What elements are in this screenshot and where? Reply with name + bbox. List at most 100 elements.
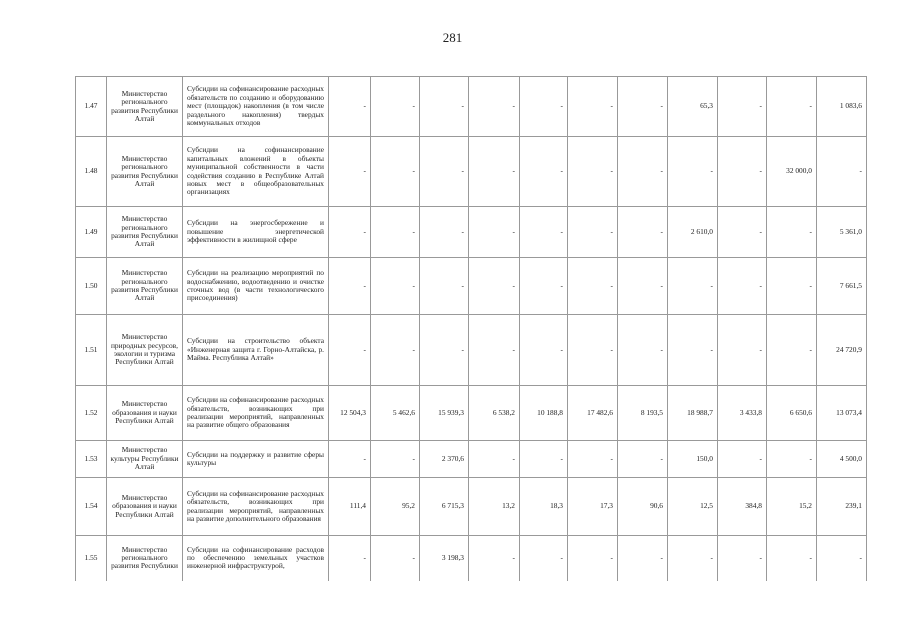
value-cell: - (519, 314, 568, 386)
row-number: 1.55 (75, 535, 107, 581)
value-cell: - (766, 535, 817, 581)
value-cell: 17 482,6 (567, 385, 618, 441)
value-cell: 12,5 (667, 477, 718, 536)
value-cell: - (717, 76, 767, 137)
row-number: 1.49 (75, 206, 107, 258)
value-cell: - (667, 314, 718, 386)
ministry-cell: Министерство регионального развития Респ… (106, 136, 183, 207)
value-cell: - (766, 440, 817, 478)
value-cell: - (419, 206, 469, 258)
value-cell: - (328, 440, 371, 478)
value-cell: - (617, 76, 668, 137)
row-number: 1.47 (75, 76, 107, 137)
value-cell: - (519, 76, 568, 137)
ministry-cell: Министерство регионального развития Респ… (106, 76, 183, 137)
value-cell: - (717, 257, 767, 315)
value-cell: - (419, 314, 469, 386)
value-cell: 5 361,0 (816, 206, 867, 258)
row-number: 1.51 (75, 314, 107, 386)
value-cell: 15,2 (766, 477, 817, 536)
value-cell: - (617, 314, 668, 386)
value-cell: - (567, 76, 618, 137)
ministry-cell: Министерство регионального развития Респ… (106, 257, 183, 315)
value-cell: 5 462,6 (370, 385, 420, 441)
ministry-cell: Министерство образования и науки Республ… (106, 385, 183, 441)
value-cell: 17,3 (567, 477, 618, 536)
value-cell: - (370, 535, 420, 581)
value-cell: - (519, 440, 568, 478)
value-cell: 111,4 (328, 477, 371, 536)
value-cell: - (468, 76, 520, 137)
value-cell: 239,1 (816, 477, 867, 536)
description-cell: Субсидии на реализацию мероприятий по во… (182, 257, 329, 315)
value-cell: - (567, 440, 618, 478)
table-row: 1.53 Министерство культуры Республики Алт… (75, 440, 867, 478)
value-cell: - (816, 136, 867, 207)
row-number: 1.48 (75, 136, 107, 207)
value-cell: - (567, 535, 618, 581)
value-cell: - (370, 314, 420, 386)
value-cell: 15 939,3 (419, 385, 469, 441)
ministry-cell: Министерство регионального развития Респ… (106, 206, 183, 258)
description-cell: Субсидии на строительство объекта «Инжен… (182, 314, 329, 386)
value-cell: - (816, 535, 867, 581)
row-number: 1.54 (75, 477, 107, 536)
value-cell: - (717, 206, 767, 258)
value-cell: - (667, 136, 718, 207)
value-cell: - (617, 206, 668, 258)
value-cell: - (370, 136, 420, 207)
value-cell: - (370, 440, 420, 478)
value-cell: 2 370,6 (419, 440, 469, 478)
row-number: 1.53 (75, 440, 107, 478)
value-cell: 13,2 (468, 477, 520, 536)
value-cell: - (766, 206, 817, 258)
value-cell: - (717, 440, 767, 478)
value-cell: 10 188,8 (519, 385, 568, 441)
value-cell: 7 661,5 (816, 257, 867, 315)
description-cell: Субсидии на энергосбережение и повышение… (182, 206, 329, 258)
value-cell: - (617, 257, 668, 315)
value-cell: - (766, 76, 817, 137)
value-cell: - (328, 136, 371, 207)
description-cell: Субсидии на софинансирование расходных о… (182, 385, 329, 441)
table-row: 1.51 Министерство природных ресурсов, эко… (75, 314, 867, 386)
value-cell: 90,6 (617, 477, 668, 536)
description-cell: Субсидии на софинансирование расходов по… (182, 535, 329, 581)
value-cell: - (370, 257, 420, 315)
value-cell: 18 988,7 (667, 385, 718, 441)
value-cell: - (766, 257, 817, 315)
table-row: 1.49 Министерство регионального развития … (75, 206, 867, 258)
value-cell: - (419, 136, 469, 207)
value-cell: - (468, 206, 520, 258)
table-row: 1.48 Министерство регионального развития … (75, 136, 867, 207)
value-cell: - (419, 257, 469, 315)
value-cell: 2 610,0 (667, 206, 718, 258)
table-row: 1.55 Министерство регионального развития … (75, 535, 867, 581)
value-cell: - (617, 136, 668, 207)
table-row: 1.52 Министерство образования и науки Рес… (75, 385, 867, 441)
value-cell: 6 538,2 (468, 385, 520, 441)
value-cell: - (766, 314, 817, 386)
value-cell: 150,0 (667, 440, 718, 478)
value-cell: - (717, 535, 767, 581)
value-cell: 13 073,4 (816, 385, 867, 441)
value-cell: - (370, 76, 420, 137)
value-cell: - (468, 314, 520, 386)
value-cell: - (328, 206, 371, 258)
value-cell: 6 650,6 (766, 385, 817, 441)
ministry-cell: Министерство культуры Республики Алтай (106, 440, 183, 478)
row-number: 1.52 (75, 385, 107, 441)
ministry-cell: Министерство образования и науки Республ… (106, 477, 183, 536)
value-cell: - (468, 257, 520, 315)
budget-table: 1.47 Министерство регионального развития … (75, 76, 867, 581)
value-cell: - (617, 440, 668, 478)
value-cell: - (717, 314, 767, 386)
value-cell: - (567, 314, 618, 386)
value-cell: - (519, 535, 568, 581)
value-cell: 24 720,9 (816, 314, 867, 386)
row-number: 1.50 (75, 257, 107, 315)
value-cell: 1 083,6 (816, 76, 867, 137)
description-cell: Субсидии на софинансирование капитальных… (182, 136, 329, 207)
value-cell: - (419, 76, 469, 137)
value-cell: 384,8 (717, 477, 767, 536)
